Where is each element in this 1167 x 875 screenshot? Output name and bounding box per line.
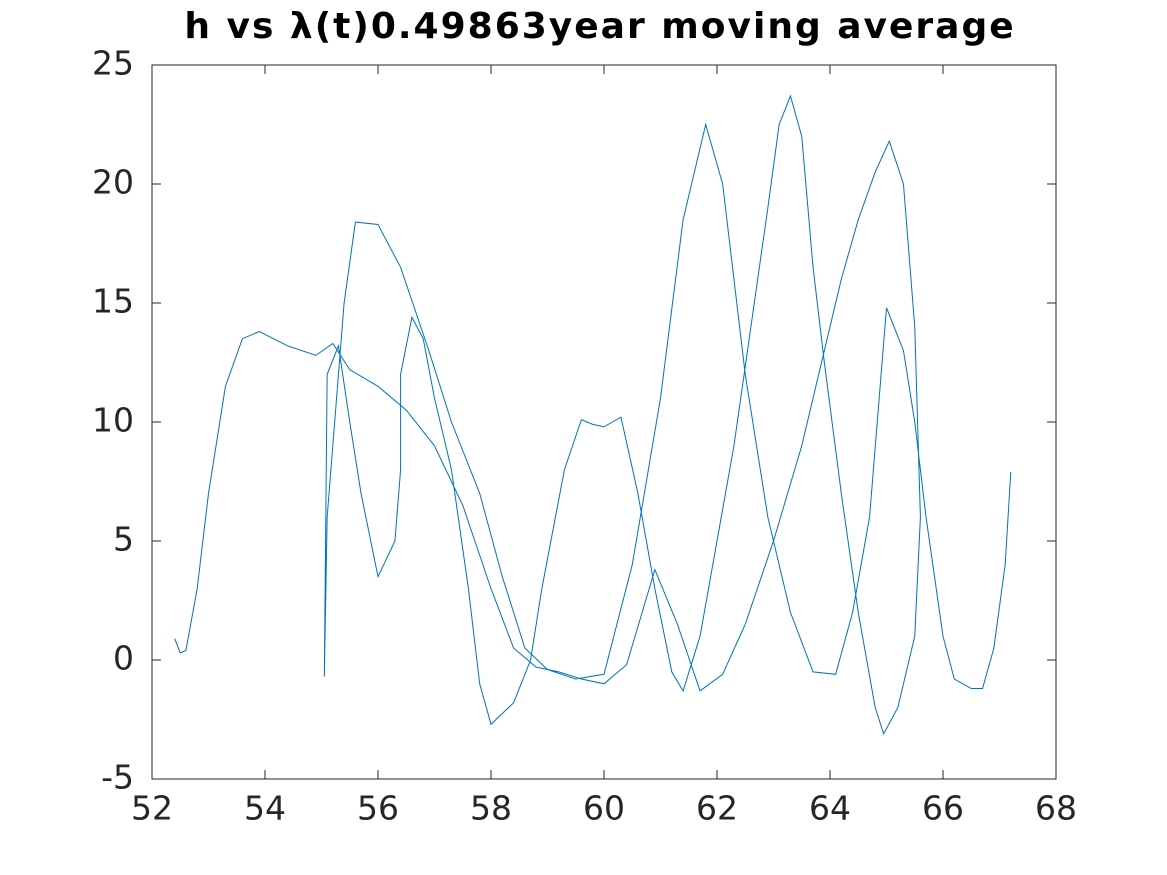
x-tick-label: 64 [809,789,851,828]
chart-title: h vs λ(t)0.49863year moving average [184,6,1015,47]
y-tick-label: -5 [101,758,134,797]
y-tick-label: 20 [92,163,134,202]
y-tick-label: 0 [113,639,134,678]
x-tick-label: 60 [583,789,625,828]
x-tick-label: 66 [922,789,964,828]
data-line [174,94,1012,736]
y-tick-label: 10 [92,401,134,440]
x-tick-label: 54 [244,789,286,828]
y-tick-label: 25 [92,44,134,83]
y-tick-label: 5 [113,520,134,559]
x-tick-label: 58 [470,789,512,828]
x-tick-label: 56 [357,789,399,828]
x-tick-label: 68 [1035,789,1077,828]
y-tick-label: 15 [92,282,134,321]
x-tick-label: 62 [696,789,738,828]
x-tick-label: 52 [131,789,173,828]
axes-box [151,64,1057,780]
